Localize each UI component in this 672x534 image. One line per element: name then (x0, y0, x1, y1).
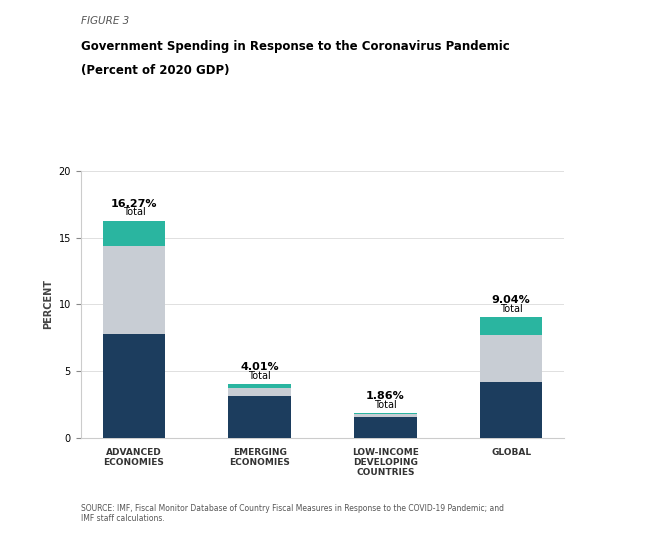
Text: 9.04%: 9.04% (492, 295, 530, 305)
Text: Total: Total (500, 304, 522, 314)
Text: Total: Total (374, 400, 396, 410)
Bar (480, 382, 542, 438)
Bar (103, 334, 165, 438)
Bar (103, 246, 165, 334)
Text: (Percent of 2020 GDP): (Percent of 2020 GDP) (81, 64, 229, 77)
Bar (103, 221, 165, 246)
Text: 1.86%: 1.86% (366, 391, 405, 401)
Text: Total: Total (249, 371, 271, 381)
Text: SOURCE: IMF, Fiscal Monitor Database of Country Fiscal Measures in Response to t: SOURCE: IMF, Fiscal Monitor Database of … (81, 504, 503, 523)
Bar (354, 417, 417, 438)
Text: 16.27%: 16.27% (111, 199, 157, 209)
Bar (480, 335, 542, 382)
Text: Total: Total (123, 207, 145, 217)
Bar (228, 396, 291, 438)
Bar (354, 413, 417, 414)
Text: 4.01%: 4.01% (241, 363, 279, 372)
Bar (480, 317, 542, 335)
Bar (228, 384, 291, 388)
Bar (228, 388, 291, 396)
Y-axis label: PERCENT: PERCENT (43, 279, 53, 329)
Text: Government Spending in Response to the Coronavirus Pandemic: Government Spending in Response to the C… (81, 40, 509, 53)
Text: FIGURE 3: FIGURE 3 (81, 16, 129, 26)
Bar (354, 414, 417, 417)
